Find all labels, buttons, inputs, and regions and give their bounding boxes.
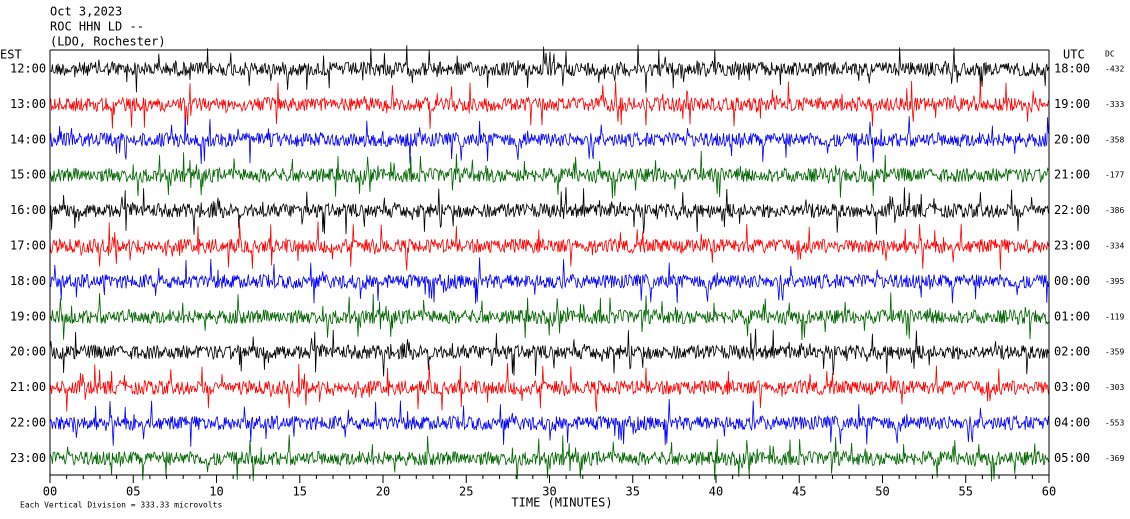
dc-offset: -395 <box>1105 277 1124 286</box>
x-tick-label: 40 <box>709 485 723 499</box>
est-time: 22:00 <box>10 416 46 430</box>
utc-time: 02:00 <box>1054 345 1090 359</box>
utc-time: 00:00 <box>1054 274 1090 288</box>
x-tick-label: 20 <box>376 485 390 499</box>
x-tick-label: 00 <box>43 485 57 499</box>
trace <box>50 187 1049 235</box>
est-time: 15:00 <box>10 168 46 182</box>
trace <box>50 292 1049 341</box>
est-time: 17:00 <box>10 239 46 253</box>
trace <box>50 328 1049 377</box>
utc-time: 23:00 <box>1054 239 1090 253</box>
est-time: 13:00 <box>10 97 46 111</box>
x-tick-label: 55 <box>959 485 973 499</box>
trace <box>50 150 1049 199</box>
dc-offset: -432 <box>1105 65 1124 74</box>
utc-time: 18:00 <box>1054 62 1090 76</box>
x-tick-label: 50 <box>875 485 889 499</box>
dc-offset: -369 <box>1105 454 1124 463</box>
traces <box>50 44 1049 482</box>
trace <box>50 398 1049 447</box>
x-tick-label: 15 <box>293 485 307 499</box>
dc-offset: -553 <box>1105 419 1124 428</box>
x-tick-label: 05 <box>126 485 140 499</box>
trace <box>50 257 1049 304</box>
dc-offset: -333 <box>1105 100 1124 109</box>
utc-time: 01:00 <box>1054 309 1090 323</box>
x-tick-label: 10 <box>209 485 223 499</box>
dc-offset: -359 <box>1105 348 1124 357</box>
station: ROC HHN LD -- <box>50 20 144 34</box>
trace <box>50 434 1049 482</box>
utc-time: 20:00 <box>1054 132 1090 146</box>
utc-time: 04:00 <box>1054 416 1090 430</box>
utc-time: 03:00 <box>1054 380 1090 394</box>
dc-offset: -119 <box>1105 312 1124 321</box>
utc-time: 21:00 <box>1054 168 1090 182</box>
est-time: 14:00 <box>10 132 46 146</box>
x-tick-label: 60 <box>1042 485 1056 499</box>
est-time: 23:00 <box>10 451 46 465</box>
est-time: 12:00 <box>10 62 46 76</box>
dc-offset: -303 <box>1105 383 1124 392</box>
dc-offset: -386 <box>1105 206 1124 215</box>
location: (LDO, Rochester) <box>50 35 166 49</box>
x-axis-label: TIME (MINUTES) <box>511 496 612 510</box>
x-tick-label: 35 <box>626 485 640 499</box>
est-label: EST <box>0 48 22 62</box>
est-time: 21:00 <box>10 380 46 394</box>
utc-time: 22:00 <box>1054 203 1090 217</box>
trace <box>50 363 1049 412</box>
est-time: 16:00 <box>10 203 46 217</box>
x-tick-label: 25 <box>459 485 473 499</box>
utc-time: 05:00 <box>1054 451 1090 465</box>
utc-time: 19:00 <box>1054 97 1090 111</box>
trace <box>50 44 1049 93</box>
utc-label: UTC <box>1063 48 1085 62</box>
dc-offset: -358 <box>1105 135 1124 144</box>
date: Oct 3,2023 <box>50 5 122 19</box>
dc-offset: -334 <box>1105 242 1124 251</box>
est-time: 20:00 <box>10 345 46 359</box>
trace <box>50 80 1049 129</box>
trace <box>50 116 1049 165</box>
x-tick-label: 45 <box>792 485 806 499</box>
trace <box>50 221 1049 271</box>
est-time: 18:00 <box>10 274 46 288</box>
x-tick-label: 30 <box>542 485 556 499</box>
dc-label: DC <box>1105 50 1115 59</box>
footer: Each Vertical Division = 333.33 microvol… <box>20 501 222 510</box>
est-time: 19:00 <box>10 309 46 323</box>
dc-offset: -177 <box>1105 171 1124 180</box>
